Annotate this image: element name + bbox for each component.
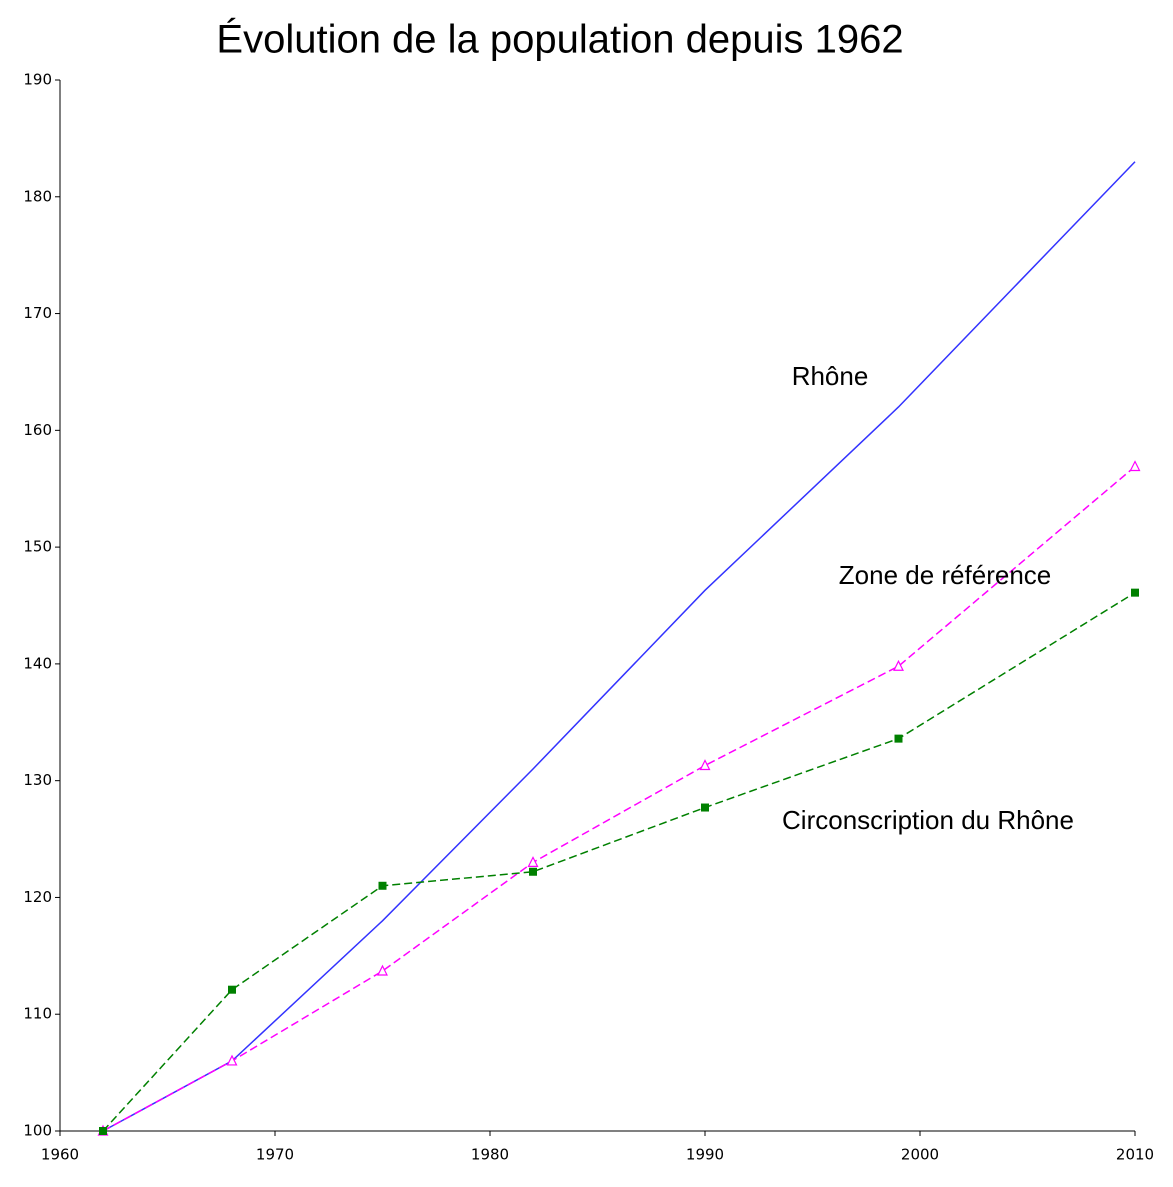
marker bbox=[701, 803, 709, 812]
marker bbox=[1131, 588, 1139, 597]
x-tick-label: 2000 bbox=[901, 1146, 939, 1164]
x-tick-label: 1990 bbox=[686, 1146, 724, 1164]
marker bbox=[529, 867, 537, 876]
marker bbox=[377, 964, 388, 976]
y-tick-label: 100 bbox=[23, 1122, 52, 1140]
series-line bbox=[102, 161, 1136, 1132]
marker bbox=[699, 759, 711, 771]
y-tick-label: 180 bbox=[23, 187, 52, 205]
y-tick-label: 160 bbox=[23, 421, 52, 439]
x-tick-label: 2010 bbox=[1116, 1146, 1154, 1164]
marker bbox=[228, 985, 236, 994]
marker bbox=[226, 1054, 238, 1066]
marker bbox=[894, 734, 903, 743]
marker bbox=[99, 1127, 107, 1135]
chart-title: Évolution de la population depuis 1962 bbox=[216, 17, 903, 62]
y-tick-label: 170 bbox=[23, 304, 52, 322]
y-tick-label: 130 bbox=[23, 771, 52, 789]
series-label: Rhône bbox=[792, 361, 869, 391]
y-tick-label: 110 bbox=[23, 1005, 52, 1023]
y-tick-label: 140 bbox=[23, 654, 52, 672]
x-tick-label: 1970 bbox=[256, 1146, 294, 1164]
x-tick-label: 1960 bbox=[41, 1146, 79, 1164]
y-tick-label: 150 bbox=[23, 538, 52, 556]
marker bbox=[1129, 460, 1141, 472]
series-label: Circonscription du Rhône bbox=[782, 805, 1074, 835]
marker bbox=[527, 856, 539, 868]
x-tick-label: 1980 bbox=[471, 1146, 509, 1164]
marker bbox=[378, 881, 387, 890]
y-tick-label: 120 bbox=[23, 888, 52, 906]
series-label: Zone de référence bbox=[839, 560, 1051, 590]
y-tick-label: 190 bbox=[23, 71, 52, 89]
series-line bbox=[102, 592, 1136, 1132]
marker bbox=[893, 659, 904, 671]
